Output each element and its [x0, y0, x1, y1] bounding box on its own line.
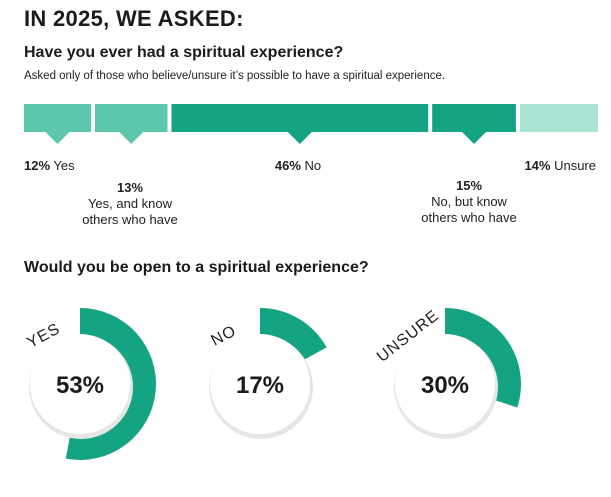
bar-label-4: 15% No, but know others who have [421, 178, 516, 225]
bar-label-2: 13% Yes, and know others who have [82, 180, 177, 227]
bar-category-label-2-line-2: others who have [82, 212, 177, 227]
bar-label-3: 46% No [275, 158, 321, 173]
bar-segment-2 [94, 104, 168, 144]
donut-arc-yes [65, 308, 156, 460]
bar-category-label-3: No [301, 158, 321, 173]
bar-category-label-4-line-1: No, but know [431, 194, 507, 209]
headline: IN 2025, WE ASKED: [24, 6, 244, 31]
bar-category-label-1: Yes [50, 158, 75, 173]
bar-value-label-4: 15% [456, 178, 482, 193]
donut-arc-no [260, 308, 327, 363]
donut-center-unsure [395, 334, 495, 434]
bar-category-label-5: Unsure [550, 158, 596, 173]
donut-value-yes: 53% [56, 372, 104, 399]
bar-label-5: 14% Unsure [524, 158, 596, 173]
donut-value-no: 17% [236, 372, 284, 399]
question-1-note: Asked only of those who believe/unsure i… [24, 70, 446, 82]
bar-category-label-2-line-1: Yes, and know [88, 196, 173, 211]
question-1-title: Have you ever had a spiritual experience… [24, 44, 344, 61]
donut-value-unsure: 30% [421, 372, 469, 399]
bar-segment-4 [432, 104, 516, 144]
bar-value-label-1: 12% [24, 158, 50, 173]
bar-value-label-2: 13% [117, 180, 143, 195]
donut-center-no [210, 334, 310, 434]
bar-category-label-4-line-2: others who have [421, 210, 516, 225]
bar-value-label-3: 46% [275, 158, 301, 173]
bar-label-1: 12% Yes [24, 158, 75, 173]
donut-center-yes [30, 334, 130, 434]
bar-segment-5 [519, 104, 598, 132]
bar-segment-1 [24, 104, 91, 144]
question-2-title: Would you be open to a spiritual experie… [24, 259, 369, 276]
bar-segment-3 [171, 104, 429, 144]
bar-value-label-5: 14% [524, 158, 550, 173]
